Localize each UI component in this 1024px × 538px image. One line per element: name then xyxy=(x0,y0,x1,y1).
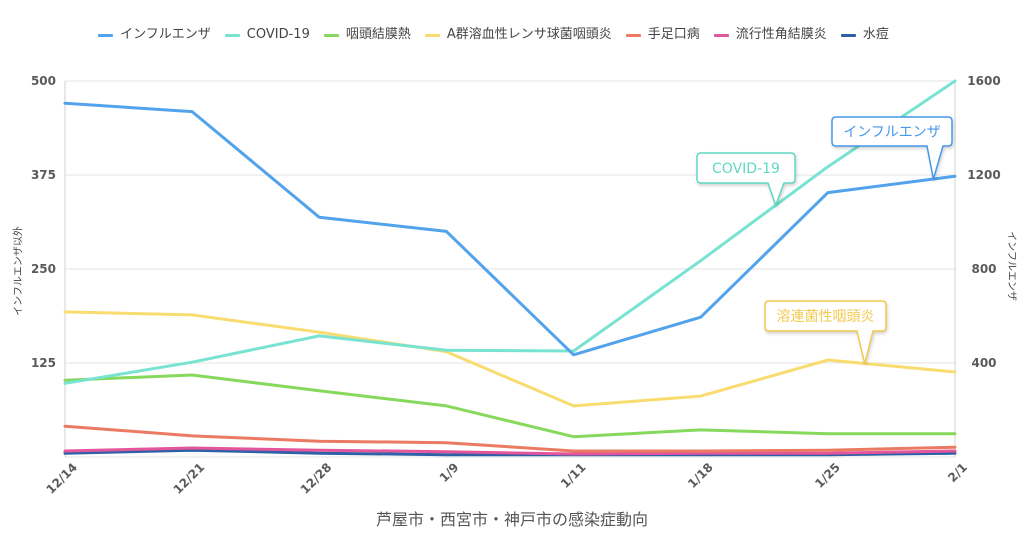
x-tick-label: 1/18 xyxy=(685,460,716,491)
series-line-influenza xyxy=(63,101,957,357)
gridlines xyxy=(65,80,955,458)
legend-item-covid-19[interactable]: COVID-19 xyxy=(224,26,310,44)
x-tick-label: 1/11 xyxy=(558,460,589,491)
x-tick-label: 2/1 xyxy=(945,460,970,485)
callout-label: COVID-19 xyxy=(712,161,780,177)
callout-label: インフルエンザ xyxy=(843,124,941,140)
callout-bubble xyxy=(696,152,796,208)
legend-line-marker xyxy=(625,33,641,37)
y-right-tick-label: 800 xyxy=(971,262,996,276)
series-line-epidemic-keratoconjunctivitis xyxy=(63,446,957,456)
series-line-pharyngoconjunctival-fever xyxy=(63,373,957,439)
callout-bubble xyxy=(764,300,887,364)
y-left-tick-label: 500 xyxy=(31,74,56,88)
x-tick-label: 12/14 xyxy=(43,460,80,497)
callouts: インフルエンザ COVID-19 溶連菌性咽頭炎 xyxy=(696,116,953,364)
y-left-tick-label: 125 xyxy=(31,356,56,370)
y-right-tick-label: 400 xyxy=(971,356,996,370)
legend-line-marker xyxy=(224,33,240,37)
series-line-covid-19 xyxy=(63,79,957,385)
legend-item-hand-foot-mouth-disease[interactable]: 手足口病 xyxy=(625,26,700,44)
chart-legend: インフルエンザ COVID-19 咽頭結膜熱 A群溶血性レンサ球菌咽頭炎 手足口… xyxy=(0,26,1024,44)
series-hand-foot-mouth-disease xyxy=(63,424,957,453)
series-group-a-strep-pharyngitis xyxy=(63,310,957,408)
y-axis-left-title: インフルエンザ以外 xyxy=(13,226,25,316)
y-axis-left: インフルエンザ以外 125 250 375 500 xyxy=(13,74,57,370)
series-influenza xyxy=(63,101,957,357)
series-pharyngoconjunctival-fever xyxy=(63,373,957,439)
series-chickenpox xyxy=(63,448,957,457)
legend-item-group-a-strep-pharyngitis[interactable]: A群溶血性レンサ球菌咽頭炎 xyxy=(424,26,612,44)
series-lines xyxy=(63,79,957,457)
legend-line-marker xyxy=(323,33,339,37)
callout-strep-pharyngitis: 溶連菌性咽頭炎 xyxy=(764,300,887,364)
series-covid-19 xyxy=(63,79,957,385)
callout-label: 溶連菌性咽頭炎 xyxy=(777,309,875,325)
legend-label: インフルエンザ xyxy=(120,27,211,42)
legend-line-marker xyxy=(713,33,729,37)
x-tick-label: 12/21 xyxy=(171,460,208,497)
legend-item-epidemic-keratoconjunctivitis[interactable]: 流行性角結膜炎 xyxy=(713,26,827,44)
legend-label: 流行性角結膜炎 xyxy=(735,27,827,42)
legend-item-chickenpox[interactable]: 水痘 xyxy=(840,26,889,44)
y-left-tick-label: 375 xyxy=(31,168,56,182)
y-axis-right: インフルエンザ 400 800 1200 1600 xyxy=(967,74,1017,370)
axis-lines xyxy=(64,81,956,457)
legend-item-influenza[interactable]: インフルエンザ xyxy=(98,26,211,44)
legend-label: 手足口病 xyxy=(647,27,700,42)
x-tick-label: 1/25 xyxy=(812,460,843,491)
y-left-tick-label: 250 xyxy=(31,262,56,276)
legend-line-marker xyxy=(98,33,114,37)
legend-line-marker xyxy=(840,33,856,37)
y-axis-right-title: インフルエンザ xyxy=(1006,231,1018,301)
series-line-group-a-strep-pharyngitis xyxy=(63,310,957,408)
x-tick-label: 12/28 xyxy=(298,460,335,497)
y-right-tick-label: 1200 xyxy=(967,168,1000,182)
legend-label: 水痘 xyxy=(862,27,889,42)
series-line-hand-foot-mouth-disease xyxy=(63,424,957,453)
series-line-chickenpox xyxy=(63,448,957,457)
x-axis: 12/14 12/21 12/28 1/9 1/11 1/18 1/25 2/1 xyxy=(43,460,970,497)
legend-item-pharyngoconjunctival-fever[interactable]: 咽頭結膜熱 xyxy=(323,26,411,44)
legend-line-marker xyxy=(424,33,440,37)
legend-label: 咽頭結膜熱 xyxy=(345,27,411,42)
x-tick-label: 1/9 xyxy=(437,460,462,485)
series-epidemic-keratoconjunctivitis xyxy=(63,446,957,456)
callout-influenza: インフルエンザ xyxy=(831,116,953,180)
legend-label: A群溶血性レンサ球菌咽頭炎 xyxy=(446,27,612,42)
callout-covid-19: COVID-19 xyxy=(696,152,796,208)
y-right-tick-label: 1600 xyxy=(967,74,1000,88)
chart-title: 芦屋市・西宮市・神戸市の感染症動向 xyxy=(375,510,648,529)
legend-label: COVID-19 xyxy=(246,27,310,42)
callout-bubble xyxy=(831,116,953,180)
